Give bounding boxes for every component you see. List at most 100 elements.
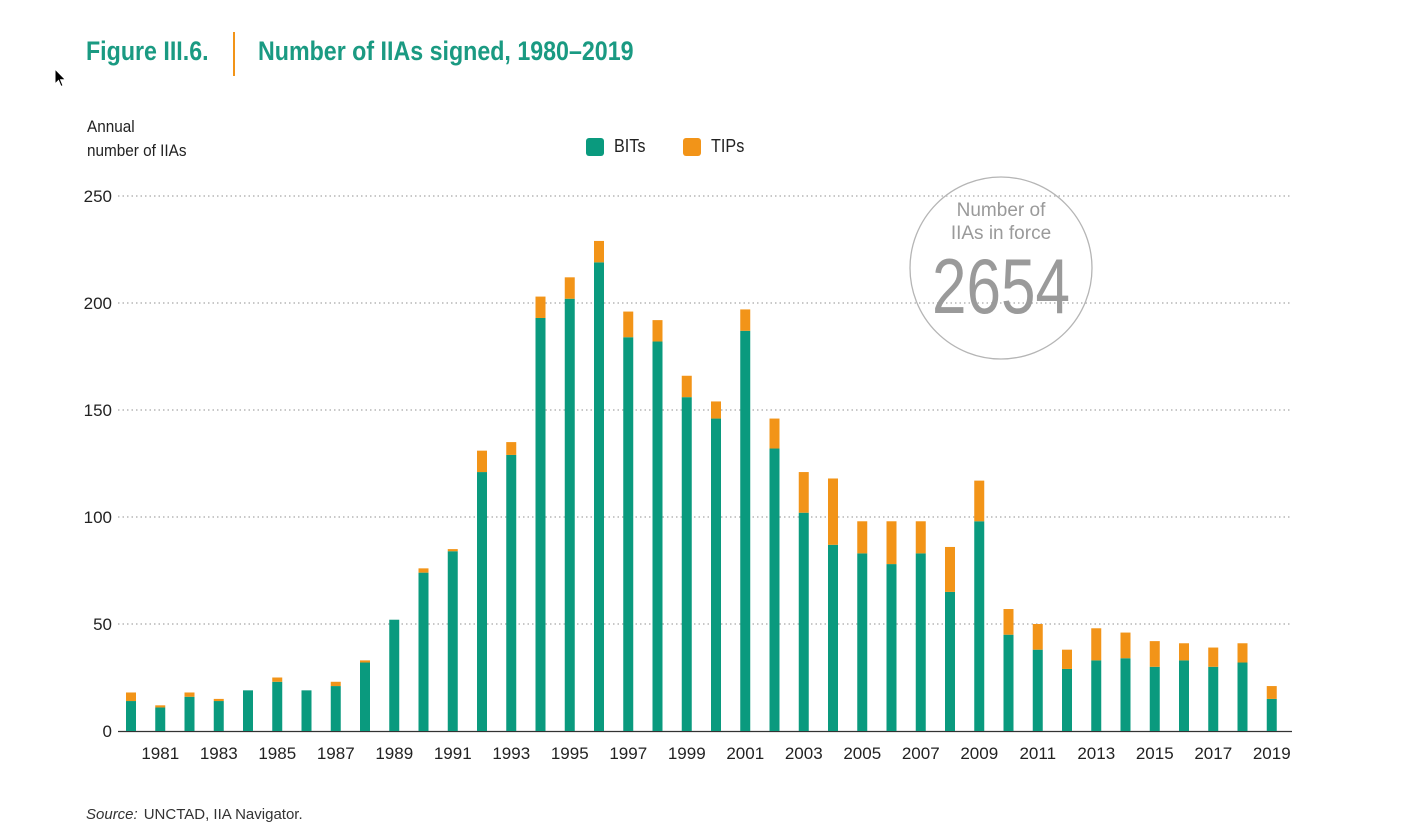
bar-tips-1987: [330, 681, 341, 687]
badge-line2: IIAs in force: [951, 223, 1051, 244]
bar-tips-2012: [1062, 649, 1072, 669]
x-tick-label: 2009: [960, 744, 998, 763]
legend-item-tips: TIPs: [683, 136, 748, 157]
legend-item-bits: BITs: [586, 136, 649, 157]
x-tick-label: 1991: [434, 744, 472, 763]
bar-bits-1989: [389, 619, 400, 731]
title-separator: [233, 32, 235, 76]
x-tick-label: 2013: [1077, 744, 1115, 763]
bar-bits-2009: [974, 521, 985, 731]
bar-tips-2000: [711, 401, 721, 419]
bar-bits-2004: [828, 544, 838, 731]
bar-tips-1994: [535, 296, 546, 318]
bar-bits-1992: [477, 472, 487, 731]
x-tick-label: 1999: [668, 744, 706, 763]
x-tick-label: 2017: [1194, 744, 1232, 763]
x-tick-label: 2001: [726, 744, 764, 763]
y-tick-label: 100: [84, 508, 112, 527]
in-force-badge: Number of IIAs in force 2654: [909, 176, 1093, 360]
badge-line1: Number of: [957, 200, 1046, 221]
bar-tips-2016: [1179, 643, 1189, 661]
bar-bits-1984: [243, 690, 253, 731]
figure-label: Figure III.6.: [86, 36, 209, 66]
bar-tips-1999: [681, 375, 692, 398]
bar-tips-2014: [1120, 632, 1131, 659]
bar-bits-2006: [886, 564, 897, 731]
x-tick-label: 1995: [551, 744, 589, 763]
bar-bits-2012: [1062, 668, 1072, 731]
bar-tips-1985: [272, 677, 283, 682]
y-axis-title-line1: Annual: [87, 117, 135, 136]
bar-tips-1996: [594, 240, 604, 263]
bar-bits-2010: [1003, 634, 1014, 731]
bar-bits-1985: [272, 681, 283, 731]
x-tick-label: 1989: [375, 744, 413, 763]
bar-bits-1999: [681, 397, 692, 731]
mouse-cursor-icon: [54, 68, 67, 88]
badge-value: 2654: [932, 242, 1070, 330]
bar-bits-1981: [155, 707, 166, 731]
y-tick-label: 50: [93, 615, 112, 634]
y-tick-label: 250: [84, 187, 112, 206]
bar-bits-2000: [711, 418, 721, 731]
bar-bits-2019: [1266, 698, 1277, 731]
bar-bits-1986: [301, 690, 312, 731]
legend-label-bits: BITs: [614, 136, 646, 156]
x-tick-label: 1981: [141, 744, 179, 763]
bar-tips-1991: [447, 549, 458, 552]
bar-bits-2008: [945, 591, 955, 731]
bar-tips-2015: [1149, 641, 1160, 667]
bar-tips-2001: [740, 309, 751, 331]
x-tick-label: 2019: [1253, 744, 1291, 763]
x-tick-label: 1985: [258, 744, 296, 763]
bar-bits-2015: [1149, 666, 1160, 731]
bar-tips-2011: [1032, 624, 1043, 650]
bar-bits-1997: [623, 337, 634, 731]
bar-bits-1988: [360, 662, 370, 731]
grid-lines: [118, 195, 1292, 733]
bar-bits-1987: [330, 686, 341, 731]
bar-bits-2018: [1237, 662, 1248, 731]
bar-tips-2003: [798, 472, 809, 513]
bar-tips-1997: [623, 311, 634, 338]
x-tick-label: 2005: [843, 744, 881, 763]
bar-tips-1988: [360, 660, 370, 663]
bar-bits-2011: [1032, 649, 1043, 731]
bar-tips-1992: [477, 450, 487, 473]
bar-tips-2006: [886, 521, 897, 565]
bar-bits-2007: [915, 553, 926, 731]
y-tick-label: 0: [103, 722, 112, 741]
bar-bits-1983: [213, 701, 224, 731]
x-tick-label: 1983: [200, 744, 238, 763]
bar-bits-2002: [769, 448, 780, 731]
x-tick-label: 2007: [902, 744, 940, 763]
bar-bits-1982: [184, 696, 195, 731]
bar-bits-2017: [1208, 666, 1219, 731]
bar-bits-2016: [1179, 660, 1189, 731]
x-tick-label: 2015: [1136, 744, 1174, 763]
bar-bits-2001: [740, 330, 751, 731]
y-axis-title: Annual number of IIAs: [87, 115, 187, 163]
source-label: Source:: [86, 806, 138, 823]
badge-circle: [909, 176, 1093, 360]
figure-title: Number of IIAs signed, 1980–2019: [258, 36, 634, 66]
bar-tips-1983: [213, 698, 224, 702]
x-tick-label: 1993: [492, 744, 530, 763]
y-tick-labels: 0 50 100 150 200 250: [84, 187, 112, 741]
bar-tips-2019: [1266, 686, 1277, 699]
source-text: UNCTAD, IIA Navigator.: [143, 806, 303, 823]
x-tick-labels: 1981 1983 1985 1987 1989 1991 1993 1995 1997 1999…: [141, 744, 1290, 763]
x-tick-label: 1997: [609, 744, 647, 763]
bar-tips-2002: [769, 418, 780, 449]
bar-bits-1995: [564, 298, 575, 731]
bar-bits-2005: [857, 553, 868, 731]
bar-bits-1996: [594, 262, 604, 731]
bar-bits-1980: [126, 701, 136, 731]
legend-swatch-tips: [683, 137, 702, 156]
bar-tips-2005: [857, 521, 868, 554]
chart-legend: BITs TIPs: [586, 136, 782, 157]
legend-label-tips: TIPs: [711, 136, 745, 156]
source-note: Source: UNCTAD, IIA Navigator.: [86, 806, 303, 823]
bar-tips-2007: [915, 521, 926, 554]
